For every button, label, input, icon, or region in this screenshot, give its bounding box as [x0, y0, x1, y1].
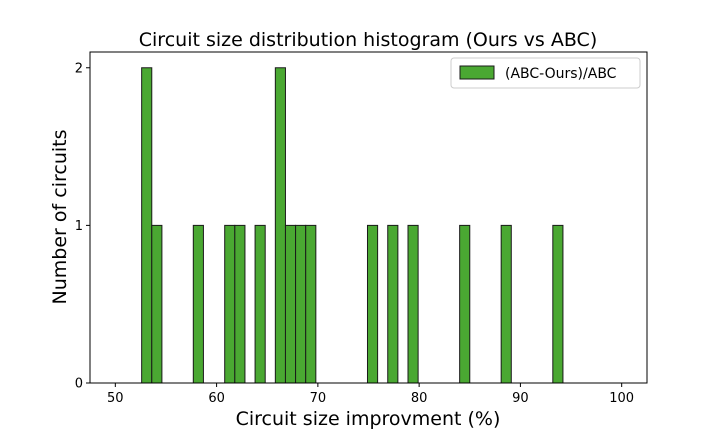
x-tick-label: 80: [411, 391, 428, 406]
x-tick-label: 100: [609, 391, 634, 406]
y-tick-label: 0: [75, 377, 83, 392]
histogram-bar: [254, 224, 266, 384]
legend-box: [450, 57, 641, 89]
x-tick-label: 90: [512, 391, 529, 406]
histogram-bar: [387, 224, 399, 384]
legend: (ABC-Ours)/ABC: [450, 57, 641, 89]
histogram-bar: [500, 224, 512, 384]
y-tick-label: 2: [75, 61, 83, 76]
histogram-bar: [192, 224, 204, 384]
y-axis-label: Number of circuits: [49, 130, 71, 305]
y-axis-ticks: 0 1 2: [75, 61, 90, 392]
plot-frame: [89, 51, 648, 384]
histogram-bar: [151, 224, 163, 384]
x-tick-label: 50: [107, 391, 124, 406]
x-tick-label: 60: [208, 391, 225, 406]
legend-label: (ABC-Ours)/ABC: [505, 66, 617, 82]
chart-title: Circuit size distribution histogram (Our…: [139, 29, 597, 51]
histogram-bar: [305, 224, 317, 384]
histogram-bar: [224, 224, 236, 384]
histogram-bar: [459, 224, 471, 384]
bars-group: [141, 67, 564, 384]
x-tick-label: 70: [310, 391, 327, 406]
y-tick-label: 1: [75, 219, 83, 234]
legend-swatch: [459, 65, 495, 80]
histogram-bar: [284, 224, 297, 384]
histogram-bar: [274, 67, 286, 384]
histogram-bar: [407, 224, 419, 384]
histogram-bar: [141, 67, 153, 384]
x-axis-ticks: 50 60 70 80 90 100: [107, 383, 634, 406]
histogram-bar: [234, 224, 246, 384]
histogram-bar: [366, 224, 379, 384]
x-axis-label: Circuit size improvment (%): [236, 408, 501, 430]
histogram-bar: [295, 224, 307, 384]
histogram-bar: [552, 224, 564, 384]
